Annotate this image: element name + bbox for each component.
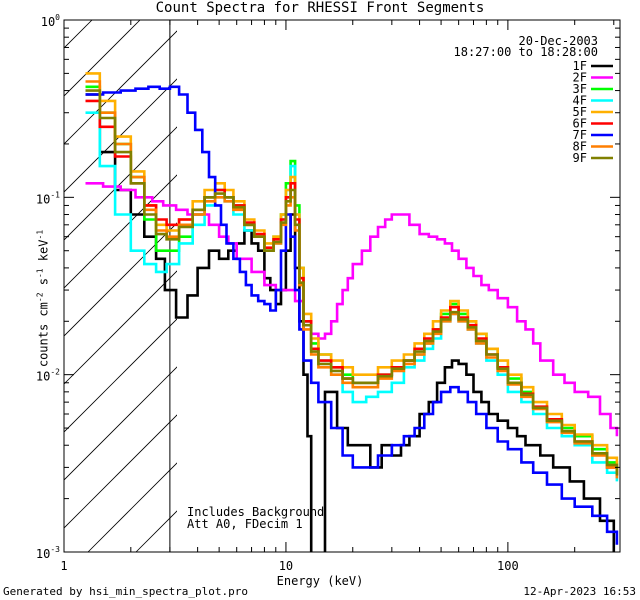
- legend-label-7F: 7F: [573, 128, 587, 142]
- series-1F: [85, 93, 616, 552]
- y-axis-label: counts cm-2 s-1 keV-1: [34, 199, 51, 399]
- hatch-line: [64, 20, 93, 49]
- series-7F: [85, 85, 619, 545]
- series-group: [85, 72, 619, 552]
- excluded-energy-hatch: [0, 0, 177, 552]
- y-tick-label: 10-1: [36, 190, 60, 206]
- hatch-line: [64, 20, 141, 97]
- y-tick-label: 10-3: [36, 545, 60, 561]
- y-axis-label-base: counts cm: [36, 302, 51, 368]
- annotation-attenuator: Att A0, FDecim 1: [187, 517, 303, 531]
- y-axis-label-mid: s: [36, 278, 51, 293]
- x-tick-label: 1: [60, 559, 67, 573]
- axis-tick-labels: 1 10 100 100 10-1 10-2 10-3: [36, 13, 519, 573]
- legend-label-3F: 3F: [573, 82, 587, 96]
- legend-label-1F: 1F: [573, 59, 587, 73]
- observation-date: 20-Dec-2003: [518, 34, 598, 48]
- hatch-line: [0, 0, 64, 552]
- legend-label-5F: 5F: [573, 105, 587, 119]
- hatch-line: [64, 414, 177, 529]
- y-tick-label: 10-2: [36, 368, 60, 384]
- x-axis-label: Energy (keV): [276, 574, 364, 588]
- observation-time-range: 18:27:00 to 18:28:00: [453, 45, 599, 59]
- x-tick-label: 100: [497, 559, 519, 573]
- hatch-line: [64, 318, 177, 433]
- y-axis-label-end: keV: [36, 239, 51, 269]
- chart-title: Count Spectra for RHESSI Front Segments: [155, 0, 485, 16]
- series-9F: [85, 89, 619, 476]
- legend-label-8F: 8F: [573, 140, 587, 154]
- hatch-line: [87, 462, 177, 552]
- hatch-line: [64, 30, 177, 145]
- y-axis-label-exp3: -1: [35, 229, 45, 240]
- axis-ticks: [63, 20, 620, 553]
- generated-by-text: Generated by hsi_min_spectra_plot.pro: [3, 585, 249, 598]
- plot-frame: [63, 19, 621, 553]
- legend-label-9F: 9F: [573, 151, 587, 165]
- series-4F: [85, 111, 619, 482]
- annotation-background: Includes Background: [187, 505, 325, 519]
- hatch-line: [64, 366, 177, 481]
- hatch-line: [64, 222, 177, 337]
- legend-label-2F: 2F: [573, 71, 587, 85]
- y-tick-label: 100: [41, 13, 60, 29]
- x-tick-label: 10: [279, 559, 293, 573]
- footer-timestamp: 12-Apr-2023 16:53: [523, 585, 636, 598]
- hatch-line: [64, 174, 177, 289]
- legend-label-4F: 4F: [573, 94, 587, 108]
- y-axis-label-exp1: -2: [35, 292, 45, 303]
- legend-label-6F: 6F: [573, 117, 587, 131]
- series-2F: [85, 182, 619, 437]
- hatch-line: [135, 510, 177, 552]
- y-axis-label-exp2: -1: [35, 268, 45, 279]
